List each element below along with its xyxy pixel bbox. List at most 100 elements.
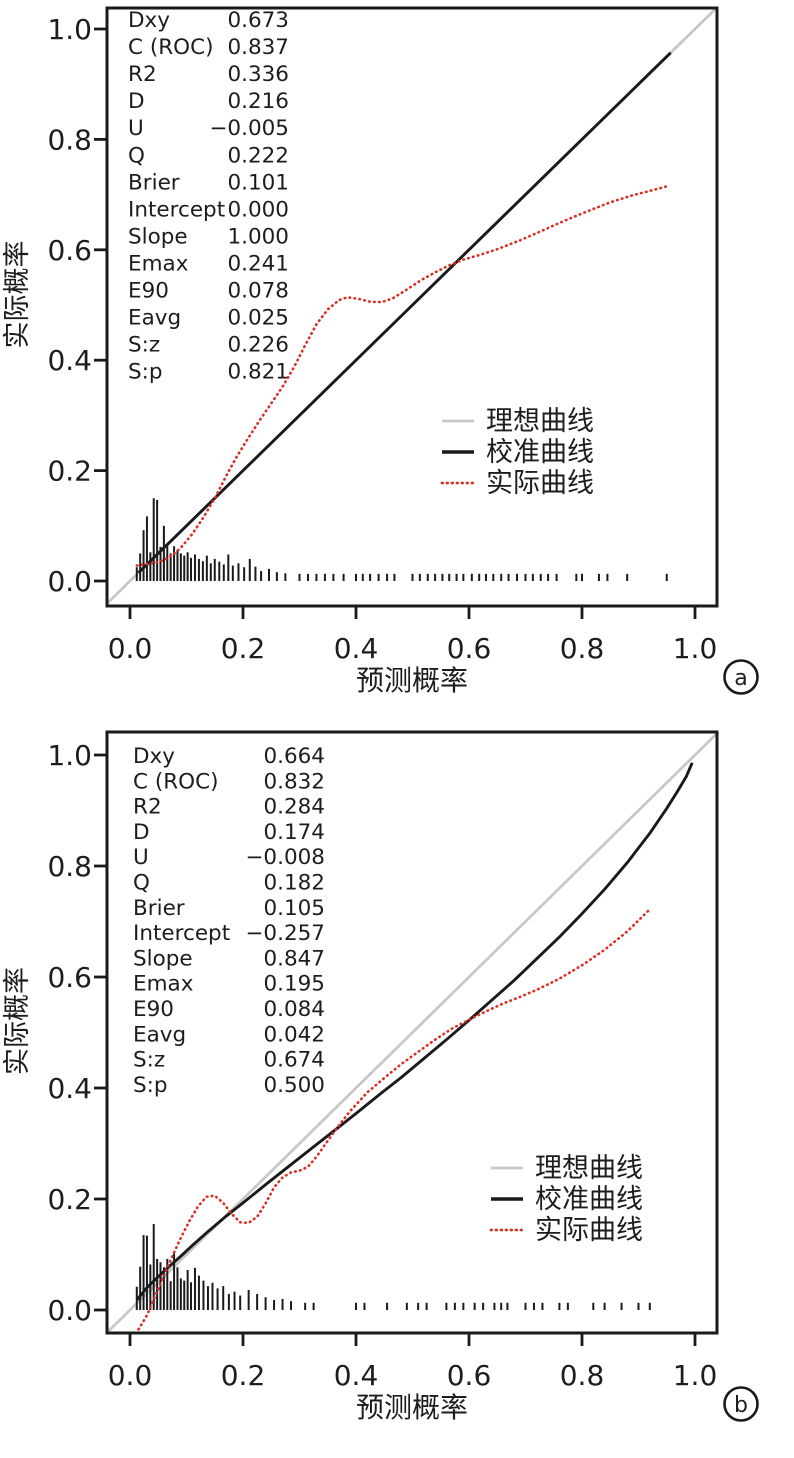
x-tick-label: 0.2 [221, 632, 266, 665]
y-axis-title: 实际概率 [2, 241, 33, 349]
stat-row: D 0.174 [133, 820, 325, 845]
legend-item: 理想曲线 [491, 1153, 643, 1184]
x-tick-label: 0.6 [447, 632, 492, 665]
stat-row: Dxy 0.673 [128, 8, 289, 33]
panel-a: Dxy 0.673 C (ROC) 0.837 R2 0.336 D 0.216 U −0.005… [2, 6, 759, 697]
legend-label: 理想曲线 [486, 406, 594, 437]
stat-label: Slope [133, 946, 193, 971]
stat-label: D [133, 820, 150, 845]
stat-value: −0.257 [245, 921, 325, 946]
panel-b: Dxy 0.664 C (ROC) 0.832 R2 0.284 D 0.174 U −0.008… [2, 730, 759, 1424]
y-axis: 0.0 0.2 0.4 0.6 0.8 1.0 实际概率 [2, 739, 107, 1327]
legend-item: 校准曲线 [442, 437, 594, 468]
stat-row: R2 0.336 [128, 62, 289, 87]
calibration-line [137, 51, 672, 574]
stat-value: 0.284 [263, 795, 325, 820]
y-tick-label: 0.0 [47, 565, 92, 598]
rug-plot [135, 1223, 651, 1310]
stat-value: 0.174 [263, 820, 325, 845]
stat-value: 0.500 [263, 1073, 325, 1098]
stat-row: Dxy 0.664 [133, 744, 325, 769]
x-tick-label: 0.8 [560, 1359, 605, 1392]
stat-value: −0.008 [245, 845, 325, 870]
stat-label: Slope [128, 224, 188, 249]
stat-label: Intercept [128, 197, 225, 222]
actual-curve [137, 907, 652, 1331]
stat-value: 0.673 [227, 8, 289, 33]
stat-row: Emax 0.241 [128, 251, 289, 276]
stat-label: U [133, 845, 149, 870]
stat-label: S:z [133, 1048, 165, 1073]
stat-row: R2 0.284 [133, 795, 325, 820]
stat-label: Brier [128, 170, 180, 195]
panel-label-circle [723, 1386, 759, 1422]
stat-row: Emax 0.195 [133, 972, 325, 997]
stat-label: Dxy [128, 8, 170, 33]
x-tick-label: 0.0 [108, 1359, 153, 1392]
stat-value: 0.226 [227, 333, 289, 358]
stat-value: 0.847 [263, 946, 325, 971]
x-tick-label: 0.2 [221, 1359, 266, 1392]
stat-value: 0.241 [227, 251, 289, 276]
stat-row: D 0.216 [128, 89, 289, 114]
x-axis-title: 预测概率 [356, 1391, 468, 1424]
stat-row: E90 0.084 [133, 997, 325, 1022]
stat-value: 0.222 [227, 143, 289, 168]
stat-label: E90 [133, 997, 174, 1022]
stat-label: U [128, 116, 144, 141]
stat-row: Slope 1.000 [128, 224, 289, 249]
legend-label: 校准曲线 [535, 1184, 643, 1215]
stat-label: S:z [128, 333, 160, 358]
stat-row: Intercept 0.000 [128, 197, 289, 222]
y-tick-label: 1.0 [47, 739, 92, 772]
x-tick-label: 0.4 [334, 1359, 379, 1392]
stat-value: 0.336 [227, 62, 289, 87]
legend-label: 理想曲线 [535, 1153, 643, 1184]
stat-value: 0.000 [227, 197, 289, 222]
panel-label-letter: a [734, 666, 747, 691]
stat-row: S:z 0.226 [128, 333, 289, 358]
actual-curve [135, 185, 669, 567]
stat-value: −0.005 [209, 116, 289, 141]
stat-value: 1.000 [227, 224, 289, 249]
stat-label: C (ROC) [133, 769, 219, 794]
legend-item: 理想曲线 [442, 406, 594, 437]
stat-row: Brier 0.105 [133, 896, 325, 921]
stat-label: S:p [128, 360, 163, 385]
plot-box [105, 730, 719, 1335]
stat-row: Brier 0.101 [128, 170, 289, 195]
stat-row: Slope 0.847 [133, 946, 325, 971]
stat-value: 0.084 [263, 997, 325, 1022]
stat-label: D [128, 89, 145, 114]
legend-item: 实际曲线 [440, 468, 594, 499]
x-axis-title: 预测概率 [356, 664, 468, 697]
legend-item: 校准曲线 [491, 1184, 643, 1215]
stat-label: Emax [128, 251, 189, 276]
stat-row: C (ROC) 0.832 [133, 769, 325, 794]
panel-label-badge: a [723, 659, 759, 695]
stat-row: Intercept −0.257 [133, 921, 325, 946]
stat-value: 0.664 [263, 744, 325, 769]
stat-value: 0.042 [263, 1022, 325, 1047]
y-tick-label: 0.0 [47, 1294, 92, 1327]
stat-value: 0.216 [227, 89, 289, 114]
x-tick-label: 0.0 [108, 632, 153, 665]
y-tick-label: 0.6 [47, 234, 92, 267]
stats-block: Dxy 0.664 C (ROC) 0.832 R2 0.284 D 0.174 U −0.008… [133, 744, 325, 1098]
panel-label-circle [723, 659, 759, 695]
stat-label: S:p [133, 1073, 168, 1098]
stat-label: Q [133, 871, 150, 896]
y-tick-label: 0.2 [47, 455, 92, 488]
y-tick-label: 0.8 [47, 850, 92, 883]
stat-label: R2 [128, 62, 157, 87]
x-tick-label: 1.0 [673, 1359, 718, 1392]
x-tick-label: 0.6 [447, 1359, 492, 1392]
stat-label: Eavg [133, 1022, 186, 1047]
stat-value: 0.195 [263, 972, 325, 997]
stat-value: 0.105 [263, 896, 325, 921]
stat-value: 0.821 [227, 360, 289, 385]
legend-label: 实际曲线 [486, 468, 594, 499]
